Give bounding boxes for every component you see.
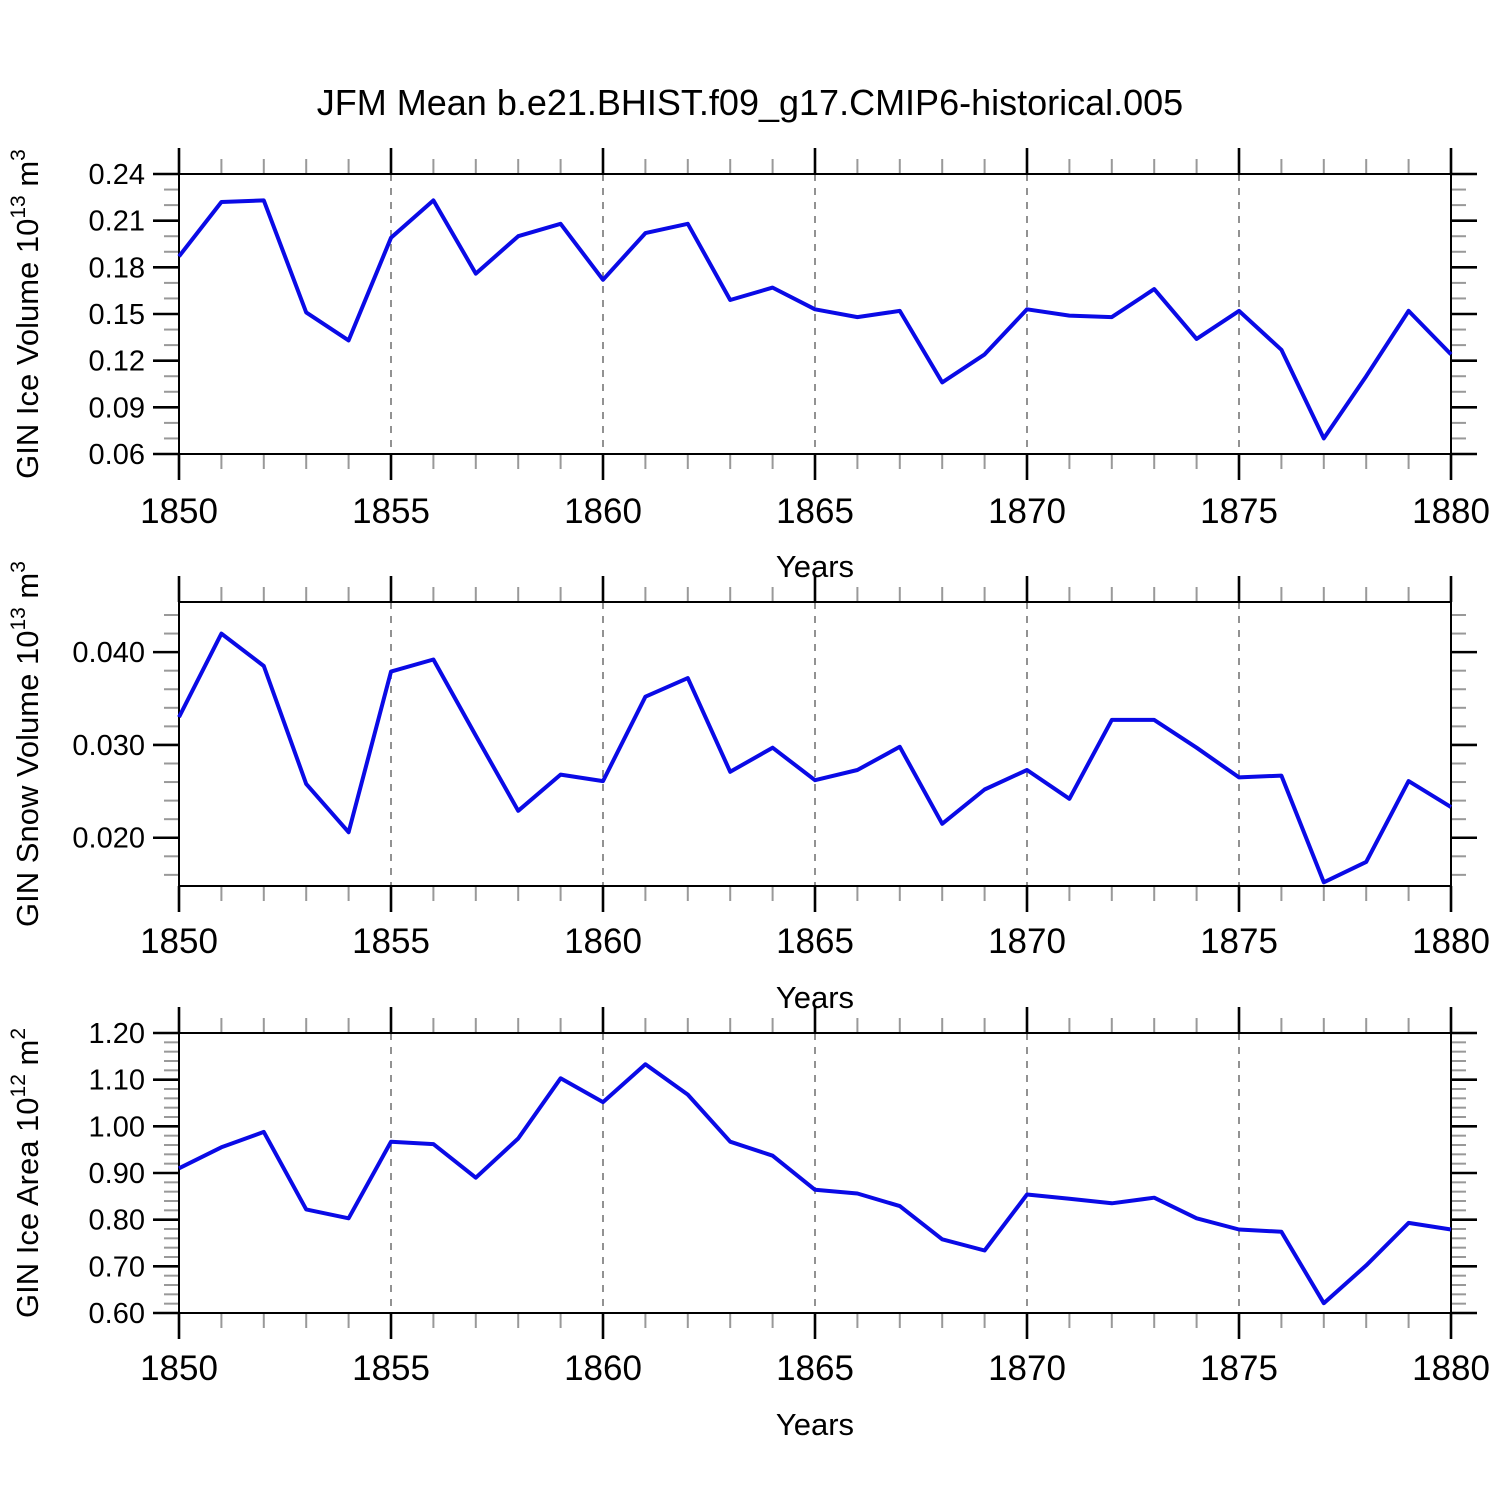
ytick-label: 0.18 [89,252,145,284]
y-axis-label-gin-ice-volume: GIN Ice Volume 1013 m3 [7,149,45,479]
ytick-label: 0.90 [89,1158,145,1190]
xtick-label: 1870 [988,492,1066,531]
ytick-label: 1.00 [89,1111,145,1143]
xtick-label: 1875 [1200,492,1278,531]
xtick-label: 1860 [564,492,642,531]
ytick-label: 0.030 [72,730,145,762]
xtick-label: 1855 [352,492,430,531]
ytick-label: 0.80 [89,1205,145,1237]
plot-frame [178,1032,1452,1314]
plot-frame [178,601,1452,887]
xtick-label: 1850 [140,492,218,531]
ytick-label: 0.60 [89,1298,145,1330]
plot-frame [178,173,1452,455]
ytick-label: 0.24 [89,159,145,191]
xtick-label: 1875 [1200,1349,1278,1388]
xtick-label: 1855 [352,922,430,961]
xtick-label: 1855 [352,1349,430,1388]
ytick-label: 1.20 [89,1018,145,1050]
xtick-label: 1860 [564,922,642,961]
xtick-label: 1880 [1412,492,1490,531]
panel-gin-ice-volume: 0.24 0.21 0.18 0.15 0.12 0.09 0.06 1850 1855 1860… [7,148,1490,584]
xtick-label: 1870 [988,922,1066,961]
xtick-label: 1860 [564,1349,642,1388]
ytick-label: 0.12 [89,346,145,378]
xtick-label: 1850 [140,1349,218,1388]
ytick-label: 0.21 [89,206,145,238]
xtick-label: 1850 [140,922,218,961]
xtick-label: 1875 [1200,922,1278,961]
xtick-label: 1865 [776,492,854,531]
ytick-label: 0.15 [89,299,145,331]
y-axis-label-gin-snow-volume: GIN Snow Volume 1013 m3 [7,561,45,927]
xtick-label: 1880 [1412,922,1490,961]
xtick-label: 1880 [1412,1349,1490,1388]
xtick-label: 1865 [776,1349,854,1388]
ytick-label: 0.020 [72,823,145,855]
chart-title: JFM Mean b.e21.BHIST.f09_g17.CMIP6-histo… [316,82,1184,123]
y-axis-label-gin-ice-area: GIN Ice Area 1012 m2 [7,1028,45,1318]
ytick-label: 1.10 [89,1065,145,1097]
gin-snow-volume-line [177,631,1453,885]
ytick-label: 0.70 [89,1251,145,1283]
gin-ice-area-line [178,1062,1452,1306]
xtick-label: 1870 [988,1349,1066,1388]
panel-gin-snow-volume: 0.040 0.030 0.020 1850 1855 1860 1865 1870 1875 1… [7,561,1490,1015]
ytick-label: 0.06 [89,439,145,471]
ytick-label: 0.040 [72,637,145,669]
panel-gin-ice-area: 1.20 1.10 1.00 0.90 0.80 0.70 0.60 1850 1855 1860… [7,1007,1490,1442]
gin-ice-volume-line [177,198,1453,441]
xtick-label: 1865 [776,922,854,961]
ytick-label: 0.09 [89,392,145,424]
x-axis-label: Years [776,1407,854,1442]
